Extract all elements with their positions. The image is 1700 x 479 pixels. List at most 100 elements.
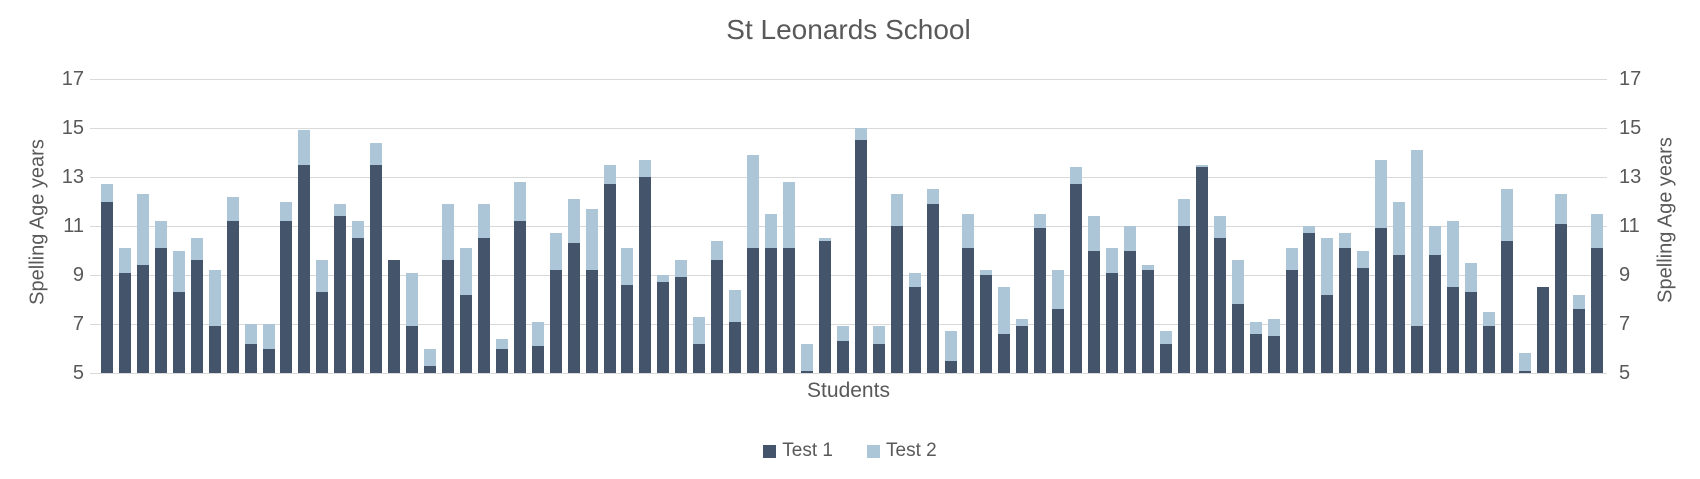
bar-test1-segment (459, 294, 472, 373)
bar-test2-segment (1070, 167, 1083, 185)
bar-test2-segment (1464, 262, 1477, 293)
y-tick-label-right: 15 (1619, 117, 1642, 139)
bar-test2-segment (639, 159, 652, 177)
bar-test1-segment (1070, 184, 1083, 373)
bar-test2-segment (585, 208, 598, 271)
bar-test2-segment (1572, 294, 1585, 310)
bar-test1-segment (1518, 370, 1531, 373)
bar-test2-segment (1195, 164, 1208, 168)
bar-test2-segment (944, 331, 957, 361)
bar-test1-segment (765, 248, 778, 373)
bar-test1-segment (585, 270, 598, 373)
bar-test2-segment (908, 272, 921, 288)
bar-test1-segment (747, 248, 760, 373)
bar-test2-segment (1016, 319, 1029, 327)
bar-test1-segment (675, 277, 688, 373)
bar-test2-segment (406, 272, 419, 327)
bar-test1-segment (1375, 228, 1388, 373)
bar-test1-segment (1447, 287, 1460, 373)
bar-test2-segment (1321, 238, 1334, 295)
bar-test2-segment (262, 324, 275, 349)
bar-test2-segment (172, 250, 185, 293)
gridline (90, 373, 1607, 374)
bar-test1-segment (424, 365, 437, 373)
bar-test1-segment (1249, 333, 1262, 373)
bar-test2-segment (1052, 270, 1065, 310)
bar-test2-segment (424, 348, 437, 366)
gridline (90, 79, 1607, 80)
bar-test2-segment (782, 181, 795, 249)
y-tick-label-right: 11 (1619, 215, 1640, 237)
bar-test2-segment (765, 213, 778, 249)
bar-test2-segment (1447, 221, 1460, 288)
legend-label: Test 1 (782, 440, 833, 461)
bar-test1-segment (244, 343, 257, 373)
bar-test2-segment (1554, 194, 1567, 224)
legend-swatch-icon (763, 444, 777, 458)
bar-test1-segment (118, 272, 131, 373)
bar-test2-segment (226, 196, 239, 222)
bar-test2-segment (693, 316, 706, 344)
bar-test1-segment (226, 221, 239, 373)
bar-test2-segment (549, 233, 562, 271)
bar-test1-segment (1195, 167, 1208, 373)
bar-test1-segment (101, 201, 113, 373)
y-tick-label-left: 7 (72, 313, 84, 335)
bar-test1-segment (1482, 326, 1495, 373)
bar-test1-segment (998, 333, 1011, 373)
bar-test2-segment (1249, 321, 1262, 334)
bar-test1-segment (729, 321, 742, 373)
bar-test1-segment (280, 221, 293, 373)
legend-item: Test 2 (867, 441, 937, 461)
bar-test1-segment (782, 248, 795, 373)
bar-test2-segment (244, 324, 257, 344)
bar-test2-segment (1034, 213, 1047, 229)
legend-item: Test 1 (763, 441, 833, 461)
bar-test1-segment (1303, 233, 1316, 373)
bar-test2-segment (818, 238, 831, 241)
bar-test1-segment (711, 260, 724, 373)
bar-test2-segment (513, 181, 526, 222)
bar-test2-segment (1123, 226, 1136, 251)
bar-test1-segment (603, 184, 616, 373)
bar-test2-segment (1393, 201, 1406, 256)
bar-test1-segment (334, 216, 347, 373)
bar-test2-segment (1267, 319, 1280, 337)
bar-test2-segment (1303, 226, 1316, 234)
bar-test1-segment (1464, 292, 1477, 373)
bar-test1-segment (800, 370, 813, 373)
bar-test2-segment (531, 321, 544, 347)
bar-test2-segment (729, 289, 742, 322)
bar-test1-segment (908, 287, 921, 373)
bar-test1-segment (172, 292, 185, 373)
bar-test2-segment (890, 194, 903, 226)
bar-test2-segment (1213, 216, 1226, 239)
legend-swatch-icon (867, 444, 880, 458)
bar-test1-segment (1411, 326, 1424, 373)
bar-test1-segment (1123, 250, 1136, 373)
gridline (90, 177, 1607, 178)
bar-test1-segment (926, 203, 939, 373)
y-tick-label-right: 13 (1619, 166, 1642, 188)
bar-test2-segment (190, 238, 203, 261)
bar-test2-segment (962, 213, 975, 249)
bar-test2-segment (1159, 331, 1172, 344)
bar-test1-segment (513, 221, 526, 373)
bar-test1-segment (406, 326, 419, 373)
bar-test1-segment (836, 341, 849, 373)
y-tick-label-right: 17 (1619, 68, 1642, 90)
bar-test1-segment (1052, 309, 1065, 373)
chart-legend: Test 1 Test 2 (0, 441, 1700, 461)
x-axis-title: Students (807, 379, 890, 402)
bar-test1-segment (477, 238, 490, 373)
bar-test1-segment (890, 226, 903, 373)
bar-test2-segment (316, 260, 329, 293)
bar-test1-segment (818, 240, 831, 373)
bar-test1-segment (190, 260, 203, 373)
bar-test1-segment (1231, 304, 1244, 373)
chart-title: St Leonards School (726, 14, 971, 45)
bar-test2-segment (280, 201, 293, 222)
bar-test1-segment (1554, 223, 1567, 373)
y-tick-label-left: 11 (63, 215, 84, 237)
bar-test1-segment (441, 260, 454, 373)
